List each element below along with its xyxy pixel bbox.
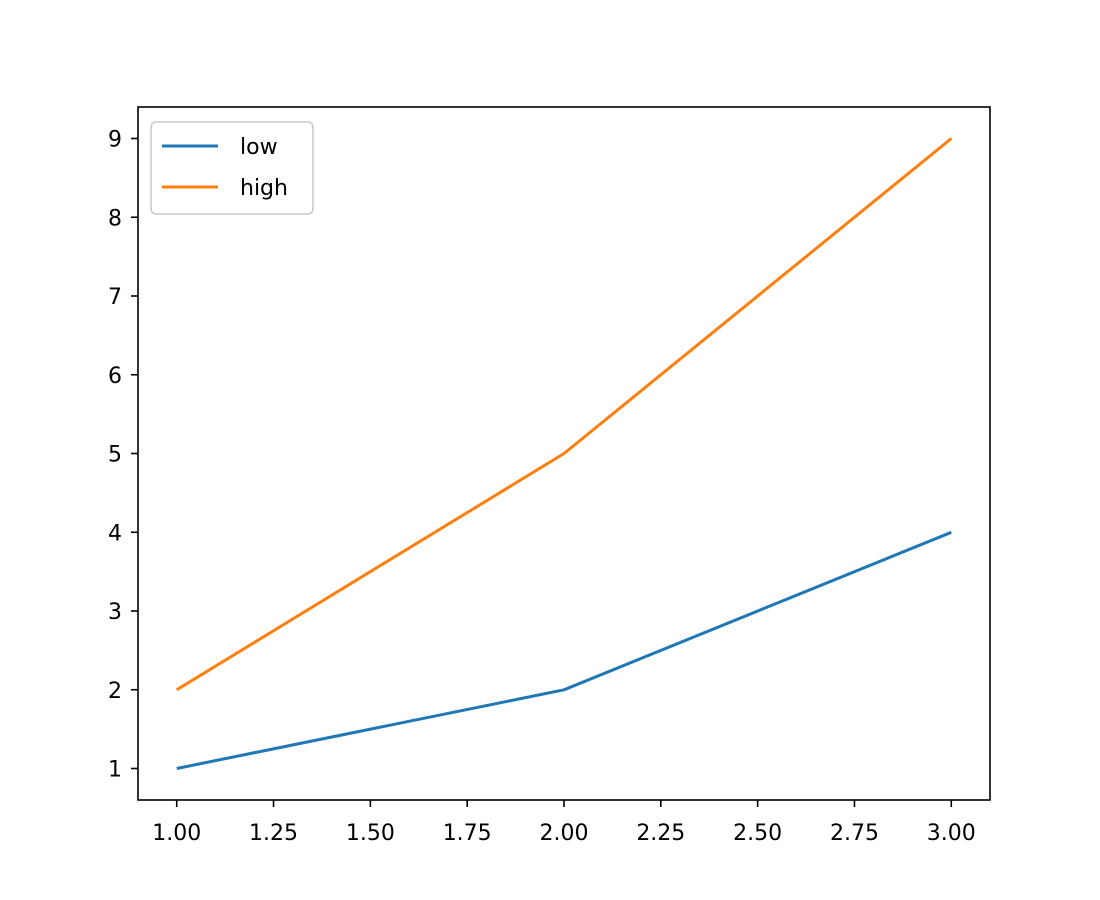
x-tick-label: 2.50: [733, 821, 782, 846]
y-axis: 1 2 3 4 5 6 7 8 9: [108, 128, 138, 783]
x-tick-label: 1.50: [346, 821, 395, 846]
x-tick-label: 2.00: [540, 821, 589, 846]
legend-label-high: high: [240, 176, 288, 201]
y-tick-label: 5: [108, 443, 122, 468]
y-tick-label: 3: [108, 600, 122, 625]
x-tick-label: 3.00: [927, 821, 976, 846]
x-tick-label: 2.75: [830, 821, 879, 846]
legend-box: [150, 121, 314, 215]
y-tick-label: 2: [108, 679, 122, 704]
series-line-low: [176, 530, 952, 770]
legend-label-low: low: [240, 135, 278, 160]
y-tick-label: 8: [108, 206, 122, 231]
series-layer: [175, 137, 953, 770]
x-tick-label: 1.25: [249, 821, 298, 846]
y-tick-label: 4: [108, 521, 122, 546]
x-axis: 1.00 1.25 1.50 1.75 2.00 2.25 2.50 2.75 3.00: [152, 800, 976, 846]
y-tick-label: 1: [108, 758, 122, 783]
legend: low high: [150, 121, 314, 215]
y-tick-label: 9: [108, 128, 122, 153]
x-tick-label: 1.00: [152, 821, 201, 846]
y-tick-label: 6: [108, 364, 122, 389]
x-tick-label: 2.25: [636, 821, 685, 846]
series-line-high: [175, 137, 953, 692]
x-tick-label: 1.75: [443, 821, 492, 846]
y-tick-label: 7: [108, 285, 122, 310]
